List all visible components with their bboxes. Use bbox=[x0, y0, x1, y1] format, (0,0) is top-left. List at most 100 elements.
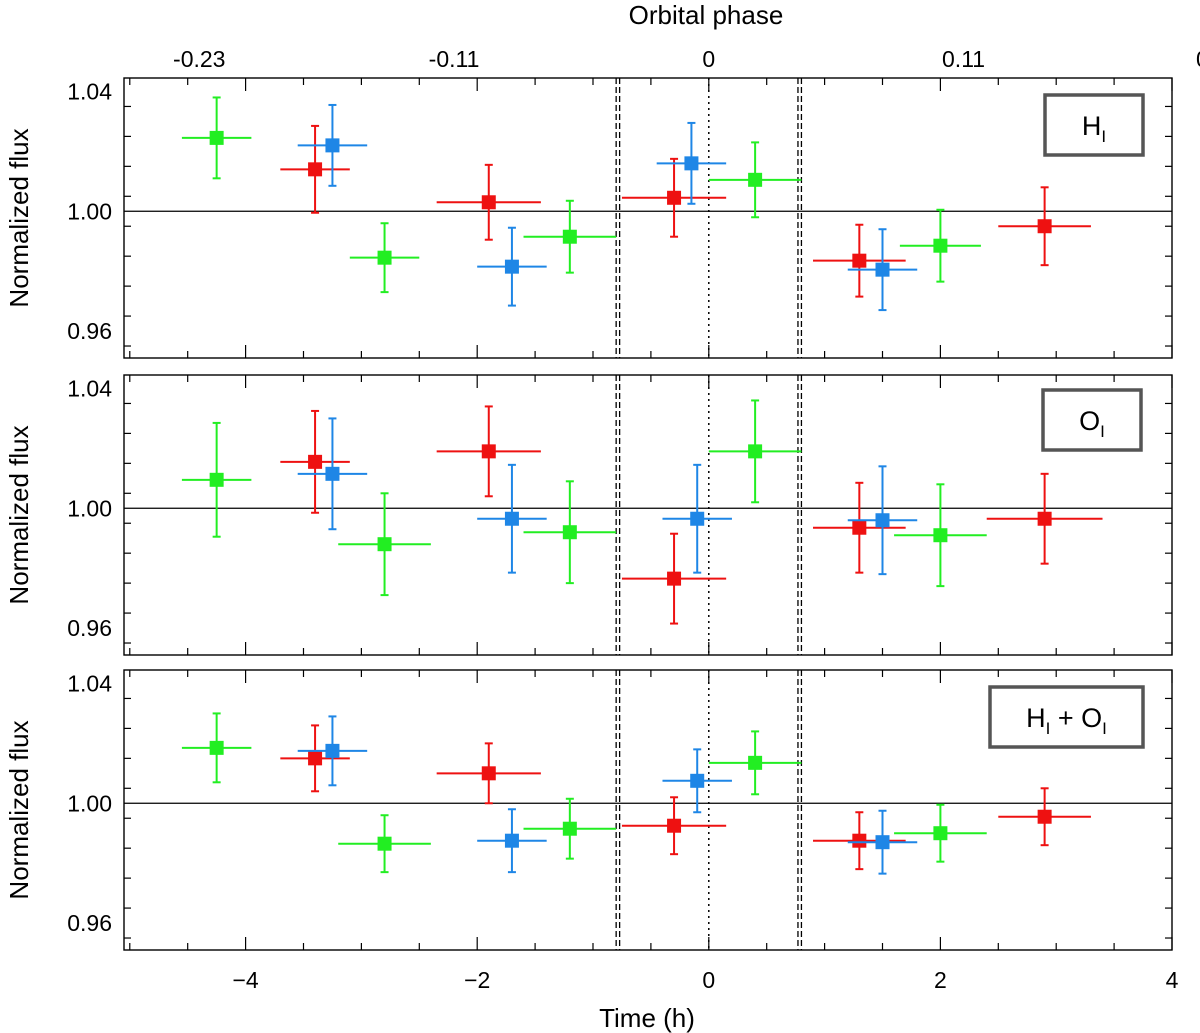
data-point bbox=[847, 465, 918, 576]
panel-2: 0.96 1.00 1.04 Normalized flux OI bbox=[4, 374, 1173, 656]
marker bbox=[377, 537, 392, 552]
top-tick-label: 0.11 bbox=[942, 46, 985, 72]
data-point bbox=[662, 463, 732, 574]
marker bbox=[1037, 809, 1052, 824]
y-tick-label: 1.00 bbox=[67, 790, 112, 816]
panel-label: OI bbox=[1041, 388, 1143, 452]
marker bbox=[875, 262, 890, 277]
panel-frame bbox=[123, 77, 1173, 359]
marker bbox=[933, 238, 948, 253]
marker bbox=[852, 833, 867, 848]
top-tick-label: 0 bbox=[702, 46, 715, 72]
marker bbox=[852, 520, 867, 535]
data-point bbox=[986, 472, 1103, 565]
y-tick-label: 1.04 bbox=[67, 375, 112, 401]
top-tick-label: 0.23 bbox=[1196, 46, 1200, 72]
green-series bbox=[181, 96, 981, 294]
bottom-tick-label: −4 bbox=[232, 967, 258, 993]
panel-label-box bbox=[988, 685, 1145, 749]
data-point bbox=[523, 797, 617, 860]
time-axis: Time (h) −4 −2 0 2 4 bbox=[232, 967, 1178, 1033]
marker bbox=[667, 571, 682, 586]
panel-frame bbox=[123, 374, 1173, 656]
data-point bbox=[181, 421, 252, 538]
marker bbox=[690, 511, 705, 526]
marker bbox=[667, 190, 682, 205]
data-point bbox=[899, 208, 981, 283]
red-series bbox=[280, 724, 1091, 871]
data-point bbox=[297, 715, 368, 787]
bottom-axis-title: Time (h) bbox=[599, 1003, 695, 1033]
marker bbox=[748, 755, 763, 770]
y-tick-label: 1.00 bbox=[67, 495, 112, 521]
data-point bbox=[847, 809, 918, 875]
data-point bbox=[662, 748, 732, 814]
red-series bbox=[280, 405, 1103, 625]
blue-series bbox=[297, 417, 918, 576]
marker bbox=[1037, 511, 1052, 526]
panel-3: 0.96 1.00 1.04 Normalized flux HI + OI bbox=[4, 669, 1173, 951]
top-tick-label: -0.11 bbox=[429, 46, 480, 72]
marker bbox=[933, 528, 948, 543]
data-point bbox=[477, 463, 547, 574]
marker bbox=[562, 525, 577, 540]
panel-label-box bbox=[1043, 93, 1145, 157]
data-point bbox=[280, 124, 350, 214]
data-point bbox=[338, 814, 431, 874]
marker bbox=[667, 818, 682, 833]
top-tick-label: -0.23 bbox=[173, 46, 225, 72]
y-axis-title: Normalized flux bbox=[4, 720, 34, 899]
green-series bbox=[181, 712, 987, 874]
bottom-tick-label: −2 bbox=[464, 967, 490, 993]
y-tick-label: 0.96 bbox=[67, 615, 112, 641]
marker bbox=[1037, 219, 1052, 234]
panel-label: HI + OI bbox=[988, 685, 1145, 749]
marker bbox=[481, 444, 496, 459]
data-point bbox=[297, 417, 368, 531]
data-point bbox=[998, 787, 1091, 847]
marker bbox=[209, 472, 224, 487]
data-point bbox=[477, 226, 547, 307]
data-point bbox=[708, 730, 802, 796]
data-point bbox=[523, 480, 617, 585]
marker bbox=[684, 156, 699, 171]
blue-series bbox=[297, 103, 918, 312]
marker bbox=[308, 162, 323, 177]
panel-frame bbox=[123, 669, 1173, 951]
marker bbox=[377, 836, 392, 851]
marker bbox=[325, 743, 340, 758]
orbital-phase-axis: Orbital phase -0.23 -0.11 0 0.11 0.23 bbox=[173, 0, 1200, 72]
marker bbox=[481, 766, 496, 781]
data-point bbox=[998, 186, 1091, 267]
data-point bbox=[708, 399, 802, 504]
data-point bbox=[813, 481, 906, 574]
bottom-tick-label: 4 bbox=[1166, 967, 1179, 993]
marker bbox=[209, 130, 224, 145]
marker bbox=[748, 172, 763, 187]
data-point bbox=[436, 405, 541, 498]
panel-label-box bbox=[1041, 388, 1143, 452]
data-point bbox=[338, 492, 431, 597]
marker bbox=[325, 138, 340, 153]
panel-1: 0.96 1.00 1.04 Normalized flux HI bbox=[4, 77, 1173, 359]
data-point bbox=[280, 409, 350, 514]
marker bbox=[562, 821, 577, 836]
marker bbox=[562, 229, 577, 244]
data-point bbox=[181, 712, 252, 784]
bottom-tick-label: 0 bbox=[702, 967, 715, 993]
y-tick-label: 1.00 bbox=[67, 198, 112, 224]
blue-series bbox=[297, 715, 918, 875]
y-tick-label: 1.04 bbox=[67, 670, 112, 696]
data-point bbox=[847, 228, 918, 312]
data-point bbox=[621, 796, 727, 856]
data-point bbox=[523, 199, 617, 274]
data-point bbox=[436, 163, 541, 241]
marker bbox=[690, 773, 705, 788]
data-point bbox=[894, 483, 987, 588]
marker bbox=[504, 511, 519, 526]
marker bbox=[308, 454, 323, 469]
panels: 0.96 1.00 1.04 Normalized flux HI 0.96 1.00 1.0… bbox=[4, 77, 1173, 951]
y-tick-label: 0.96 bbox=[67, 910, 112, 936]
y-axis-title: Normalized flux bbox=[4, 425, 34, 604]
